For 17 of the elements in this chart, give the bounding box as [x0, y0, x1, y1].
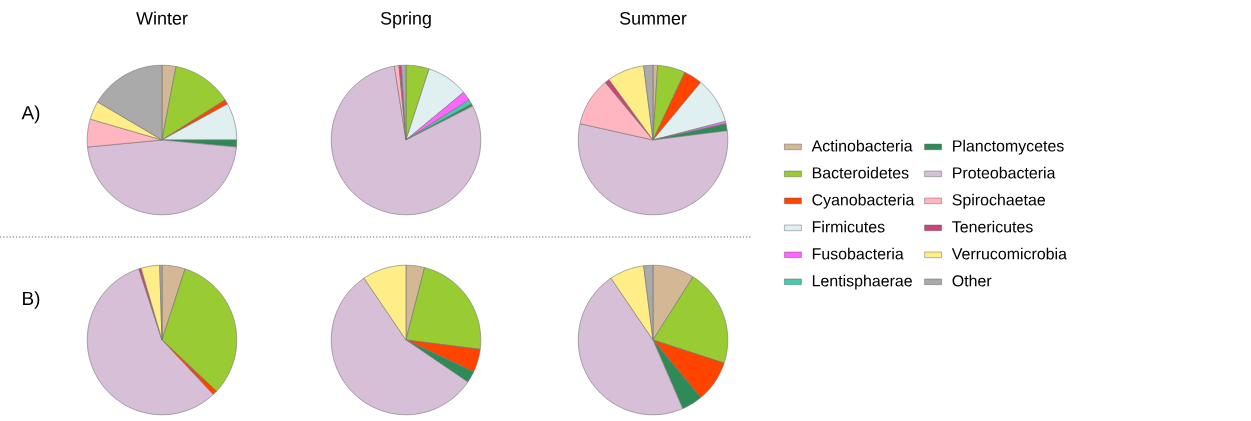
legend-label: Actinobacteria — [811, 139, 913, 152]
text: B) — [23, 291, 40, 309]
legend-label: Lentisphaerae — [812, 274, 912, 290]
legend-label: Tenericutes — [952, 220, 1033, 233]
legend-label: Planctomycetes — [953, 139, 1064, 155]
chart-title: Winter — [136, 11, 188, 25]
legend-label: Bacteroidetes — [812, 166, 909, 179]
legend-label: Verrucomicrobia — [951, 247, 1067, 260]
legend-label: Other — [952, 274, 992, 287]
legend-label: Cyanobacteria — [812, 193, 915, 209]
chart-title: Spring — [380, 11, 431, 29]
legend-label: Proteobacteria — [953, 166, 1056, 179]
legend-label: Firmicutes — [812, 220, 885, 233]
legend-label: Spirochaetae — [952, 193, 1045, 209]
chart-title: Summer — [619, 11, 687, 25]
legend-label: Fusobacteria — [812, 247, 904, 260]
text: A) — [21, 105, 40, 124]
